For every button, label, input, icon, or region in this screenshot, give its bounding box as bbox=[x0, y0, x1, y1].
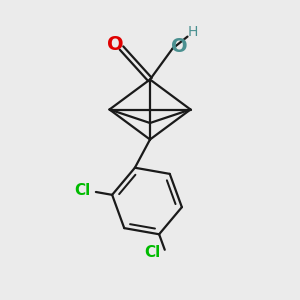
Text: O: O bbox=[106, 35, 123, 54]
Text: Cl: Cl bbox=[145, 245, 161, 260]
Text: H: H bbox=[188, 25, 198, 39]
Text: O: O bbox=[171, 37, 188, 56]
Text: Cl: Cl bbox=[74, 183, 91, 198]
